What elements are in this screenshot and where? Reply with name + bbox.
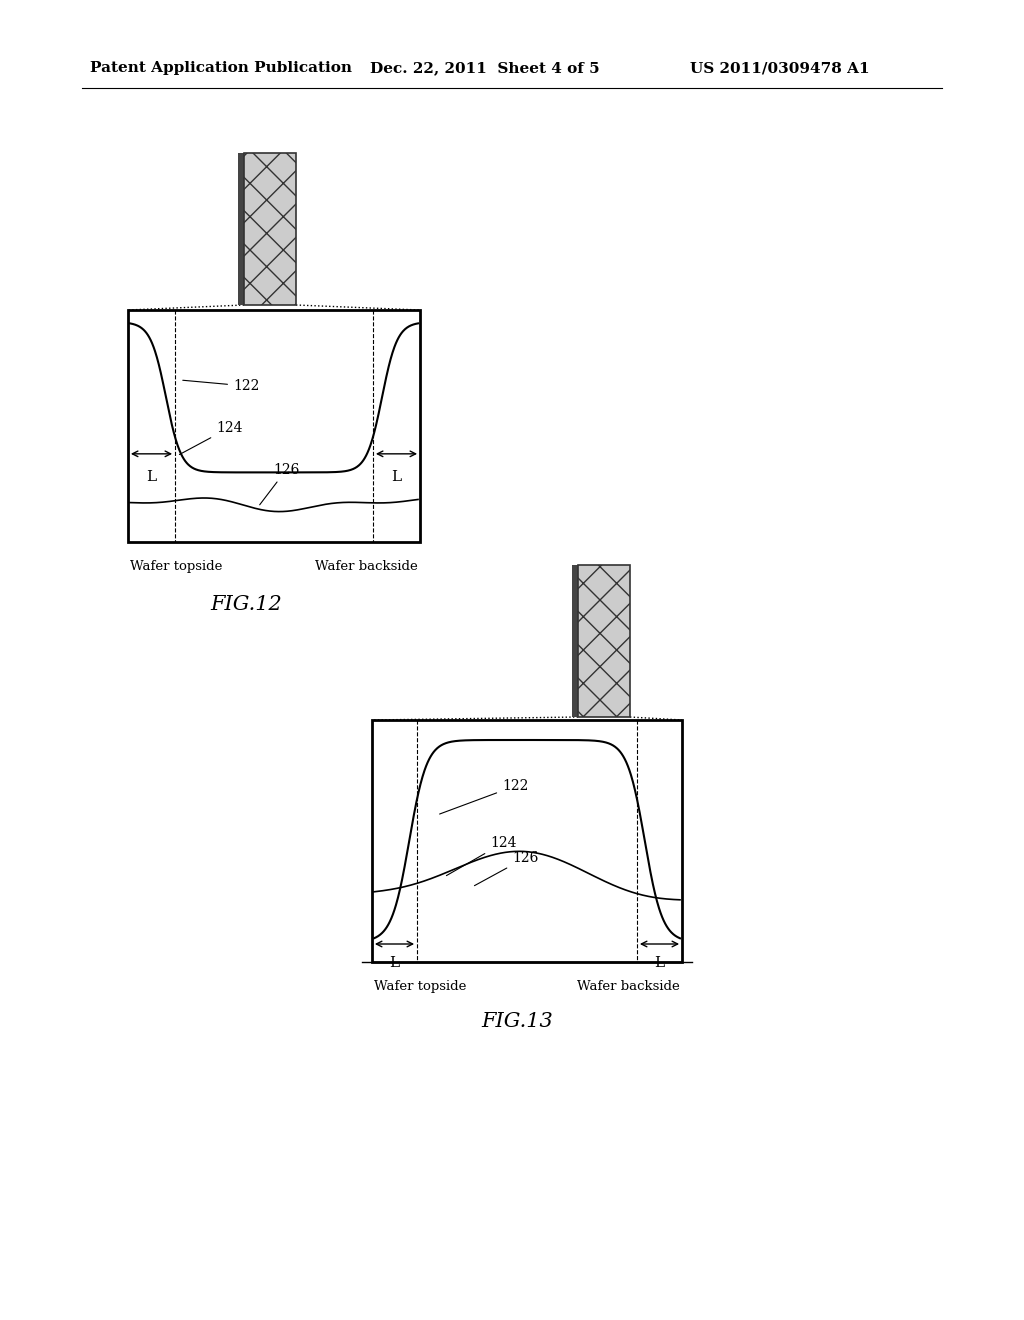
Text: L: L [146, 470, 157, 484]
Text: 124: 124 [179, 421, 243, 454]
Text: 124: 124 [446, 836, 516, 875]
Bar [572, 565, 578, 717]
Text: Wafer backside: Wafer backside [578, 979, 680, 993]
Bar [238, 153, 244, 305]
Text: L: L [654, 956, 665, 970]
Bar [128, 310, 420, 543]
Text: Patent Application Publication: Patent Application Publication [90, 61, 352, 75]
Text: L: L [391, 470, 401, 484]
Text: 122: 122 [182, 379, 259, 393]
Text: FIG.12: FIG.12 [210, 595, 282, 614]
Text: 126: 126 [260, 463, 299, 504]
Text: Wafer backside: Wafer backside [315, 560, 418, 573]
Text: 122: 122 [439, 779, 528, 814]
Text: 126: 126 [474, 851, 539, 886]
Text: Dec. 22, 2011  Sheet 4 of 5: Dec. 22, 2011 Sheet 4 of 5 [370, 61, 600, 75]
Text: FIG.13: FIG.13 [481, 1012, 553, 1031]
Text: L: L [389, 956, 399, 970]
Text: US 2011/0309478 A1: US 2011/0309478 A1 [690, 61, 869, 75]
Bar [244, 153, 296, 305]
Text: Wafer topside: Wafer topside [130, 560, 222, 573]
Bar [372, 719, 682, 962]
Bar [578, 565, 630, 717]
Text: Wafer topside: Wafer topside [374, 979, 466, 993]
